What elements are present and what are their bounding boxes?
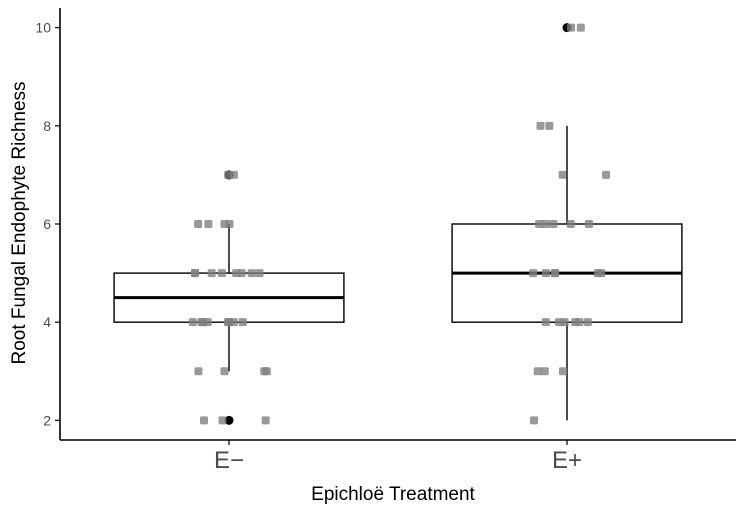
jitter-point	[541, 269, 550, 278]
x-tick-label: E+	[552, 447, 582, 474]
y-tick-label: 4	[43, 314, 51, 330]
jitter-point	[530, 416, 539, 425]
jitter-point	[218, 416, 227, 425]
jitter-point	[199, 416, 208, 425]
y-tick-label: 8	[43, 118, 51, 134]
jitter-point	[536, 121, 545, 130]
x-tick-label: E−	[214, 447, 244, 474]
jitter-point	[583, 318, 592, 327]
jitter-point	[190, 269, 199, 278]
y-axis-title: Root Fungal Endophyte Richness	[9, 81, 30, 364]
plot-area	[113, 23, 683, 425]
jitter-point	[533, 367, 542, 376]
jitter-point	[204, 220, 213, 228]
jitter-point	[220, 367, 229, 376]
jitter-point	[541, 318, 550, 327]
jitter-point	[225, 220, 234, 228]
jitter-point	[602, 170, 611, 179]
y-axis-ticks: 2 4 6 8 10	[35, 20, 60, 428]
x-axis-title: Epichloë Treatment	[311, 484, 475, 505]
jitter-point	[535, 220, 544, 228]
jitter-point	[207, 269, 216, 278]
jitter-point	[194, 367, 203, 376]
jitter-point	[550, 269, 559, 278]
jitter-point	[559, 367, 568, 376]
jitter-point	[194, 220, 203, 228]
jitter-point	[566, 220, 575, 228]
jitter-point	[238, 318, 247, 327]
jitter-point	[584, 220, 593, 228]
jitter-point	[549, 220, 558, 228]
jitter-point	[541, 220, 550, 228]
jitter-point	[576, 23, 585, 32]
jitter-point	[223, 318, 232, 327]
jitter-point	[217, 269, 226, 278]
x-axis-ticks: E− E+	[214, 440, 582, 474]
jitter-point	[188, 318, 197, 327]
jitter-point	[567, 23, 576, 32]
jitter-point	[229, 170, 238, 179]
jitter-point	[198, 318, 207, 327]
jitter-point	[545, 121, 554, 130]
outlier-point	[224, 415, 234, 425]
jitter-point	[529, 269, 538, 278]
jitter-point	[237, 269, 246, 278]
jitter-point	[255, 269, 264, 278]
jitter-point	[262, 367, 271, 376]
jitter-point	[558, 170, 567, 179]
jitter-point	[261, 416, 270, 425]
jitter-point	[593, 269, 602, 278]
y-tick-label: 2	[43, 412, 51, 428]
jitter-point	[575, 318, 584, 327]
jitter-point	[540, 367, 549, 376]
jitter-point	[555, 318, 564, 327]
y-tick-label: 6	[43, 216, 51, 232]
y-tick-label: 10	[35, 20, 51, 36]
jitter-point	[247, 269, 256, 278]
